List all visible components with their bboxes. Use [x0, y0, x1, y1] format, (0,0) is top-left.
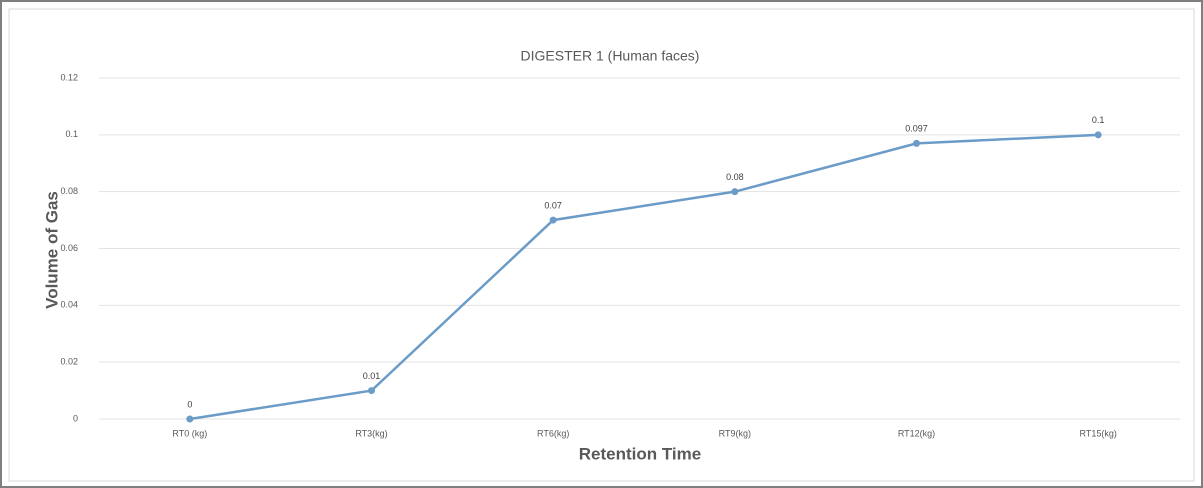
- data-label: 0.08: [726, 172, 744, 182]
- data-label: 0.01: [363, 371, 381, 381]
- point: [186, 415, 194, 423]
- point: [549, 216, 557, 224]
- y-tick-label: 0.04: [60, 300, 78, 310]
- y-tick-label: 0.02: [60, 357, 78, 367]
- x-tick-label: RT3(kg): [355, 428, 387, 438]
- x-tick-label: RT9(kg): [719, 428, 751, 438]
- y-tick-label: 0.06: [60, 243, 78, 253]
- y-tick-label: 0: [73, 413, 78, 423]
- x-tick-label: RT12(kg): [898, 428, 935, 438]
- data-label: 0.1: [1092, 115, 1105, 125]
- line: [189, 133, 1099, 421]
- point: [913, 139, 920, 147]
- point: [1094, 131, 1102, 139]
- y-tick-label: 0.08: [60, 186, 78, 196]
- y-tick-label: 0.12: [60, 72, 78, 82]
- x-axis-title: Retention Time: [579, 444, 701, 463]
- x-tick-label: RT0 (kg): [172, 428, 207, 438]
- x-tick-label: RT15(kg): [1079, 428, 1116, 438]
- data-label: 0.07: [544, 200, 562, 210]
- data-label: 0.097: [905, 124, 928, 134]
- chart-title: DIGESTER 1 (Human faces): [521, 48, 700, 64]
- x-tick-label: RT6(kg): [537, 428, 569, 438]
- chart-frame: [8, 8, 1195, 482]
- point: [368, 387, 375, 395]
- data-label: 0: [187, 399, 192, 409]
- y-tick-label: 0.1: [65, 129, 78, 139]
- point: [731, 188, 739, 196]
- y-axis-title: Volume of Gas: [42, 191, 61, 309]
